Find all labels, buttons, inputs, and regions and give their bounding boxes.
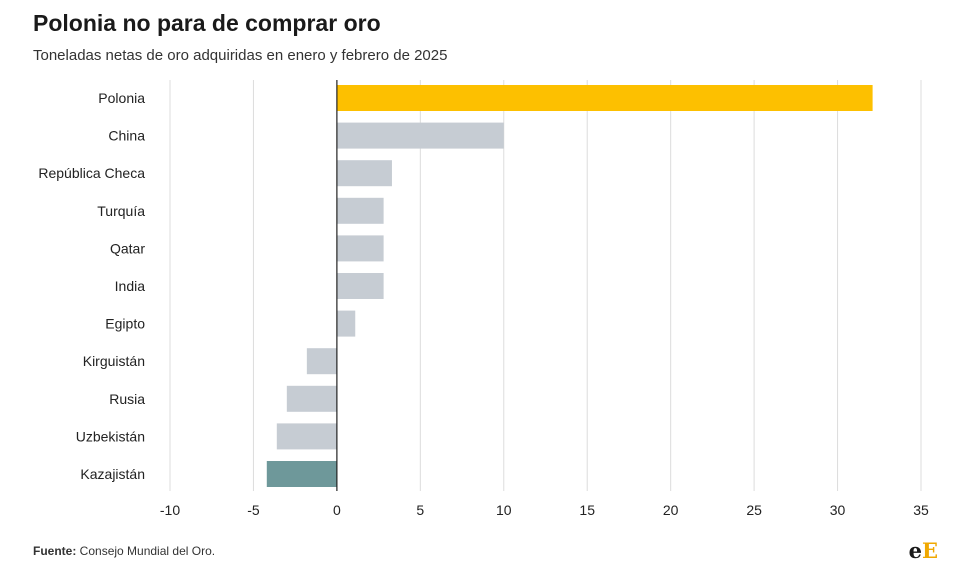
bar xyxy=(336,235,384,262)
category-label: Polonia xyxy=(98,90,145,106)
category-label: China xyxy=(108,128,145,144)
bar xyxy=(306,348,337,375)
category-label: Kazajistán xyxy=(80,466,145,482)
bar xyxy=(336,85,873,111)
logo-upper: E xyxy=(921,538,938,563)
bar xyxy=(336,160,392,187)
source-text: Consejo Mundial del Oro. xyxy=(76,544,216,558)
x-tick-label: 5 xyxy=(416,502,424,518)
category-label: Egipto xyxy=(105,316,145,332)
x-tick-label: 35 xyxy=(913,502,929,518)
category-label: Turquía xyxy=(97,203,145,219)
x-tick-label: 10 xyxy=(496,502,512,518)
x-tick-label: 25 xyxy=(746,502,762,518)
category-label: República Checa xyxy=(38,165,145,181)
category-label: India xyxy=(115,278,146,294)
bar xyxy=(286,385,337,412)
x-tick-label: 15 xyxy=(579,502,595,518)
category-label: Uzbekistán xyxy=(76,428,145,444)
bar xyxy=(336,310,356,337)
x-tick-label: 20 xyxy=(663,502,679,518)
logo-lower: e xyxy=(908,538,922,563)
x-tick-label: 0 xyxy=(333,502,341,518)
bar xyxy=(266,461,337,487)
bar xyxy=(276,423,337,450)
source-note: Fuente: Consejo Mundial del Oro. xyxy=(33,544,215,558)
x-tick-label: -10 xyxy=(160,502,180,518)
source-label: Fuente: xyxy=(33,544,77,558)
bar xyxy=(336,273,384,299)
chart-subtitle: Toneladas netas de oro adquiridas en ene… xyxy=(33,47,448,64)
category-label: Rusia xyxy=(109,391,145,407)
x-tick-label: 30 xyxy=(830,502,846,518)
bar xyxy=(336,122,504,149)
category-label: Kirguistán xyxy=(83,353,145,369)
bar xyxy=(336,197,384,224)
category-label: Qatar xyxy=(110,240,145,256)
chart-title: Polonia no para de comprar oro xyxy=(33,10,381,36)
x-tick-label: -5 xyxy=(247,502,260,518)
brand-logo: eE xyxy=(909,538,938,563)
